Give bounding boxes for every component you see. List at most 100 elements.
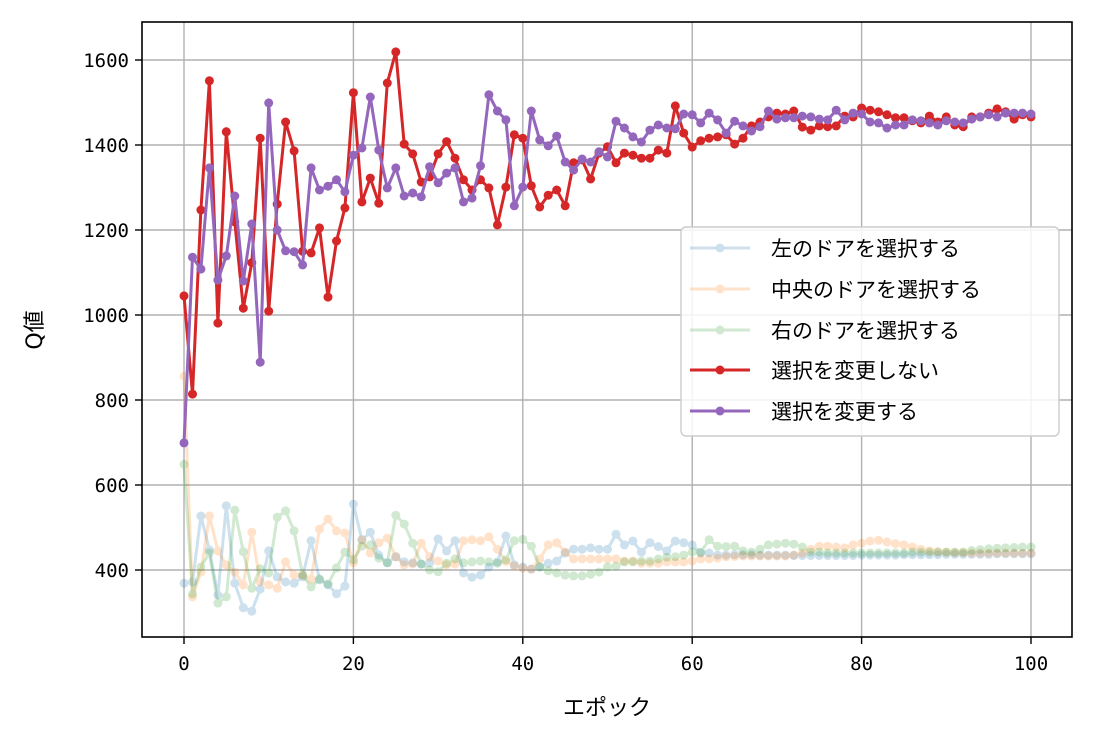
data-point [501,555,511,565]
data-point [865,117,875,127]
data-point [281,577,291,587]
data-point [450,536,460,546]
data-point [408,558,418,568]
data-point [755,544,765,554]
data-point [467,557,477,567]
data-point [713,550,723,560]
data-point [221,560,231,570]
data-point [941,547,951,557]
x-axis-label: エポック [563,696,651,721]
data-point [763,550,773,560]
data-point [560,201,570,211]
data-point [687,540,697,550]
data-point [315,185,324,195]
data-point [230,567,240,577]
data-point [696,554,706,564]
data-point [738,121,748,131]
data-point [679,109,689,119]
data-point [611,158,621,168]
data-point [560,547,570,557]
data-point [348,88,358,98]
data-point [874,535,883,545]
data-point [535,202,545,212]
data-point [814,541,824,551]
data-point [315,574,324,584]
x-tick-label: 40 [511,653,534,675]
data-point [924,118,934,128]
data-point [814,551,824,560]
data-point [755,550,765,560]
data-point [628,536,638,546]
data-point [1018,549,1027,559]
data-point [958,118,968,128]
data-point [1001,108,1011,118]
data-point [289,146,299,156]
data-point [882,548,892,558]
data-point [1026,549,1036,559]
data-point [357,541,367,551]
data-point [636,556,646,566]
data-point [230,191,240,201]
data-point [645,153,655,163]
data-point [543,558,553,568]
data-point [196,264,206,274]
data-point [560,157,570,167]
data-point [907,547,917,557]
legend-item: 右のドアを選択する [690,319,960,343]
data-point [272,225,282,235]
data-point [391,47,401,57]
data-point [306,536,316,546]
data-point [772,551,782,561]
legend-box [680,226,1060,437]
data-point [196,205,206,215]
data-point [509,201,519,211]
data-point [255,357,265,367]
data-point [433,567,443,577]
data-point [814,121,824,131]
data-point [696,136,706,146]
data-point [653,120,663,130]
legend-marker-icon [690,284,750,294]
data-point [348,499,358,509]
data-point [213,546,223,556]
data-point [763,106,773,116]
data-point [713,553,723,563]
data-point [662,552,672,562]
data-point [518,534,528,544]
data-point [569,544,579,554]
data-point [298,260,308,270]
data-point [704,108,714,118]
data-point [797,551,807,560]
data-point [230,505,240,515]
data-point [619,540,629,550]
data-point [238,547,248,557]
data-point [552,131,562,141]
data-point [501,182,511,192]
data-point [823,541,833,551]
data-point [188,252,197,262]
data-point [848,108,858,118]
legend-item: 選択を変更しない [690,359,939,383]
data-point [374,198,384,208]
data-point [357,535,367,545]
data-point [984,549,994,559]
data-point [476,556,485,566]
data-point [984,110,994,120]
data-point [416,192,426,202]
data-point [1009,548,1019,558]
data-point [213,318,223,328]
data-point [696,118,706,128]
data-point [289,247,299,257]
data-point [255,133,265,143]
data-point [535,135,545,145]
data-point [374,550,384,560]
data-point [696,547,706,557]
data-point [992,549,1002,559]
data-point [492,558,502,568]
data-point [255,584,265,594]
data-point [958,549,968,559]
data-point [789,550,799,560]
data-point [188,389,197,399]
data-point [264,306,274,316]
data-point [509,560,519,570]
